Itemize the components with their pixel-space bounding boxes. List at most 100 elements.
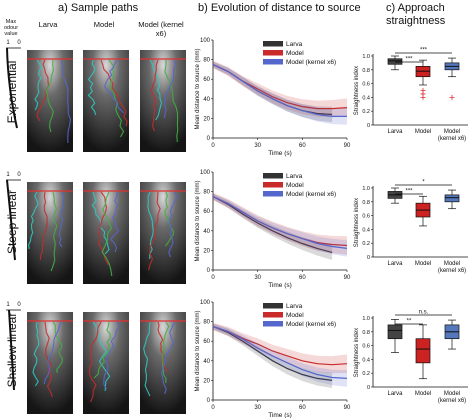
legend-swatch (263, 41, 283, 47)
series-error-band (213, 61, 347, 125)
y-tick-label: 0.4 (362, 95, 370, 101)
trajectory-path (43, 321, 62, 385)
significance-label: ** (407, 319, 412, 325)
y-tick-label: 0.2 (362, 241, 370, 247)
col-header-kernel: Model (kernel x6) (138, 20, 184, 38)
y-axis-label: Mean distance to source (mm) (195, 48, 201, 129)
y-tick-label: 100 (200, 170, 211, 176)
series-line-2 (212, 325, 348, 379)
trajectory-path (148, 191, 161, 271)
y-tick-label: 20 (203, 378, 210, 384)
x-axis-label: Time (s) (268, 282, 292, 289)
x-tick-label: 90 (344, 405, 351, 411)
x-tick-label: 0 (211, 405, 215, 411)
category-label: (kernel x6) (438, 398, 466, 404)
series-line-2 (212, 195, 348, 249)
x-tick-label: 0 (211, 143, 215, 149)
category-label: Model (415, 391, 431, 397)
odour-profile-curve (6, 47, 18, 129)
odour-profile-curve (6, 179, 16, 261)
y-tick-label: 1.0 (362, 186, 370, 192)
scale-top-label: 1 (6, 172, 10, 178)
trajectory-path (150, 59, 159, 132)
panel-a-title: a) Sample paths (58, 2, 139, 14)
series-error-band (213, 323, 347, 387)
legend: Larva Model Model (kernel x6) (263, 41, 336, 66)
panel-b-title: b) Evolution of distance to source (198, 2, 361, 14)
trajectory-path (164, 59, 179, 143)
category-label: Model (444, 261, 460, 267)
scale-top-label: 1 (6, 40, 10, 46)
y-axis-label: Straightness index (354, 328, 360, 377)
x-axis-label: Time (s) (268, 150, 292, 157)
arena-2-2 (140, 312, 186, 414)
box (387, 324, 403, 340)
legend-swatch (263, 59, 283, 65)
arena-1-2 (140, 182, 186, 284)
y-tick-label: 100 (200, 38, 211, 44)
legend-swatch (263, 50, 283, 56)
y-tick-label: 0 (207, 268, 211, 274)
trajectory-path (88, 321, 102, 403)
legend-swatch (263, 321, 283, 327)
trajectory-path (93, 321, 111, 379)
legend-swatch (263, 173, 283, 179)
x-tick-label: 0 (211, 275, 215, 281)
significance-label: n.s. (419, 310, 429, 316)
trajectory-path (50, 191, 58, 272)
y-tick-label: 40 (203, 97, 210, 103)
y-axis-label: Straightness index (354, 66, 360, 115)
y-tick-label: 0 (207, 136, 211, 142)
y-tick-label: 0.2 (362, 371, 370, 377)
y-tick-label: 0.8 (362, 330, 370, 336)
legend-label: Model (kernel x6) (286, 321, 336, 328)
outlier-marker (420, 94, 426, 100)
trajectory-path (108, 59, 125, 138)
category-label: Model (415, 261, 431, 267)
trajectory-path (32, 321, 40, 387)
trajectory-path (104, 59, 125, 114)
col-header-larva: Larva (38, 20, 58, 29)
category-label: Larva (387, 391, 403, 397)
y-tick-label: 0 (367, 255, 370, 261)
y-tick-label: 20 (203, 116, 210, 122)
scale-zero-label: 0 (17, 172, 21, 178)
trajectory-path (28, 191, 39, 250)
legend-swatch (263, 312, 283, 318)
line-chart-1: 0 20 40 60 80 100 0 30 60 90 Time (s) Mean distance… (195, 170, 351, 289)
category-label: Larva (387, 129, 403, 135)
max-odour-label: Max odour value (3, 19, 19, 37)
arena-background (83, 312, 129, 414)
y-tick-label: 0.8 (362, 68, 370, 74)
legend-label: Model (kernel x6) (286, 191, 336, 198)
y-tick-label: 1.0 (362, 54, 370, 60)
scale-top-label: 1 (6, 302, 10, 308)
trajectory-path (58, 191, 65, 248)
y-tick-label: 40 (203, 359, 210, 365)
y-tick-label: 0.4 (362, 227, 370, 233)
line-chart-2: 0 20 40 60 80 100 0 30 60 90 Time (s) Mean distance… (195, 300, 351, 418)
arena-0-0 (27, 50, 73, 152)
y-tick-label: 20 (203, 248, 210, 254)
trajectory-path (157, 321, 168, 373)
legend-label: Larva (286, 303, 303, 310)
series-error-band (213, 60, 347, 118)
series-error-band (213, 192, 347, 255)
y-axis-label: Straightness index (354, 198, 360, 247)
x-tick-label: 30 (254, 405, 261, 411)
x-tick-label: 90 (344, 275, 351, 281)
arena-background (83, 50, 129, 152)
trajectory-path (39, 191, 48, 261)
significance-label: * (422, 180, 425, 186)
legend-label: Model (kernel x6) (286, 59, 336, 66)
trajectory-path (163, 59, 177, 119)
y-tick-label: 60 (203, 339, 210, 345)
y-tick-label: 80 (203, 190, 210, 196)
panel-c-title-line1: c) Approach (386, 2, 445, 14)
trajectory-path (100, 59, 128, 127)
series-line-0 (212, 325, 333, 381)
box (415, 338, 431, 364)
trajectory-path (52, 321, 63, 374)
